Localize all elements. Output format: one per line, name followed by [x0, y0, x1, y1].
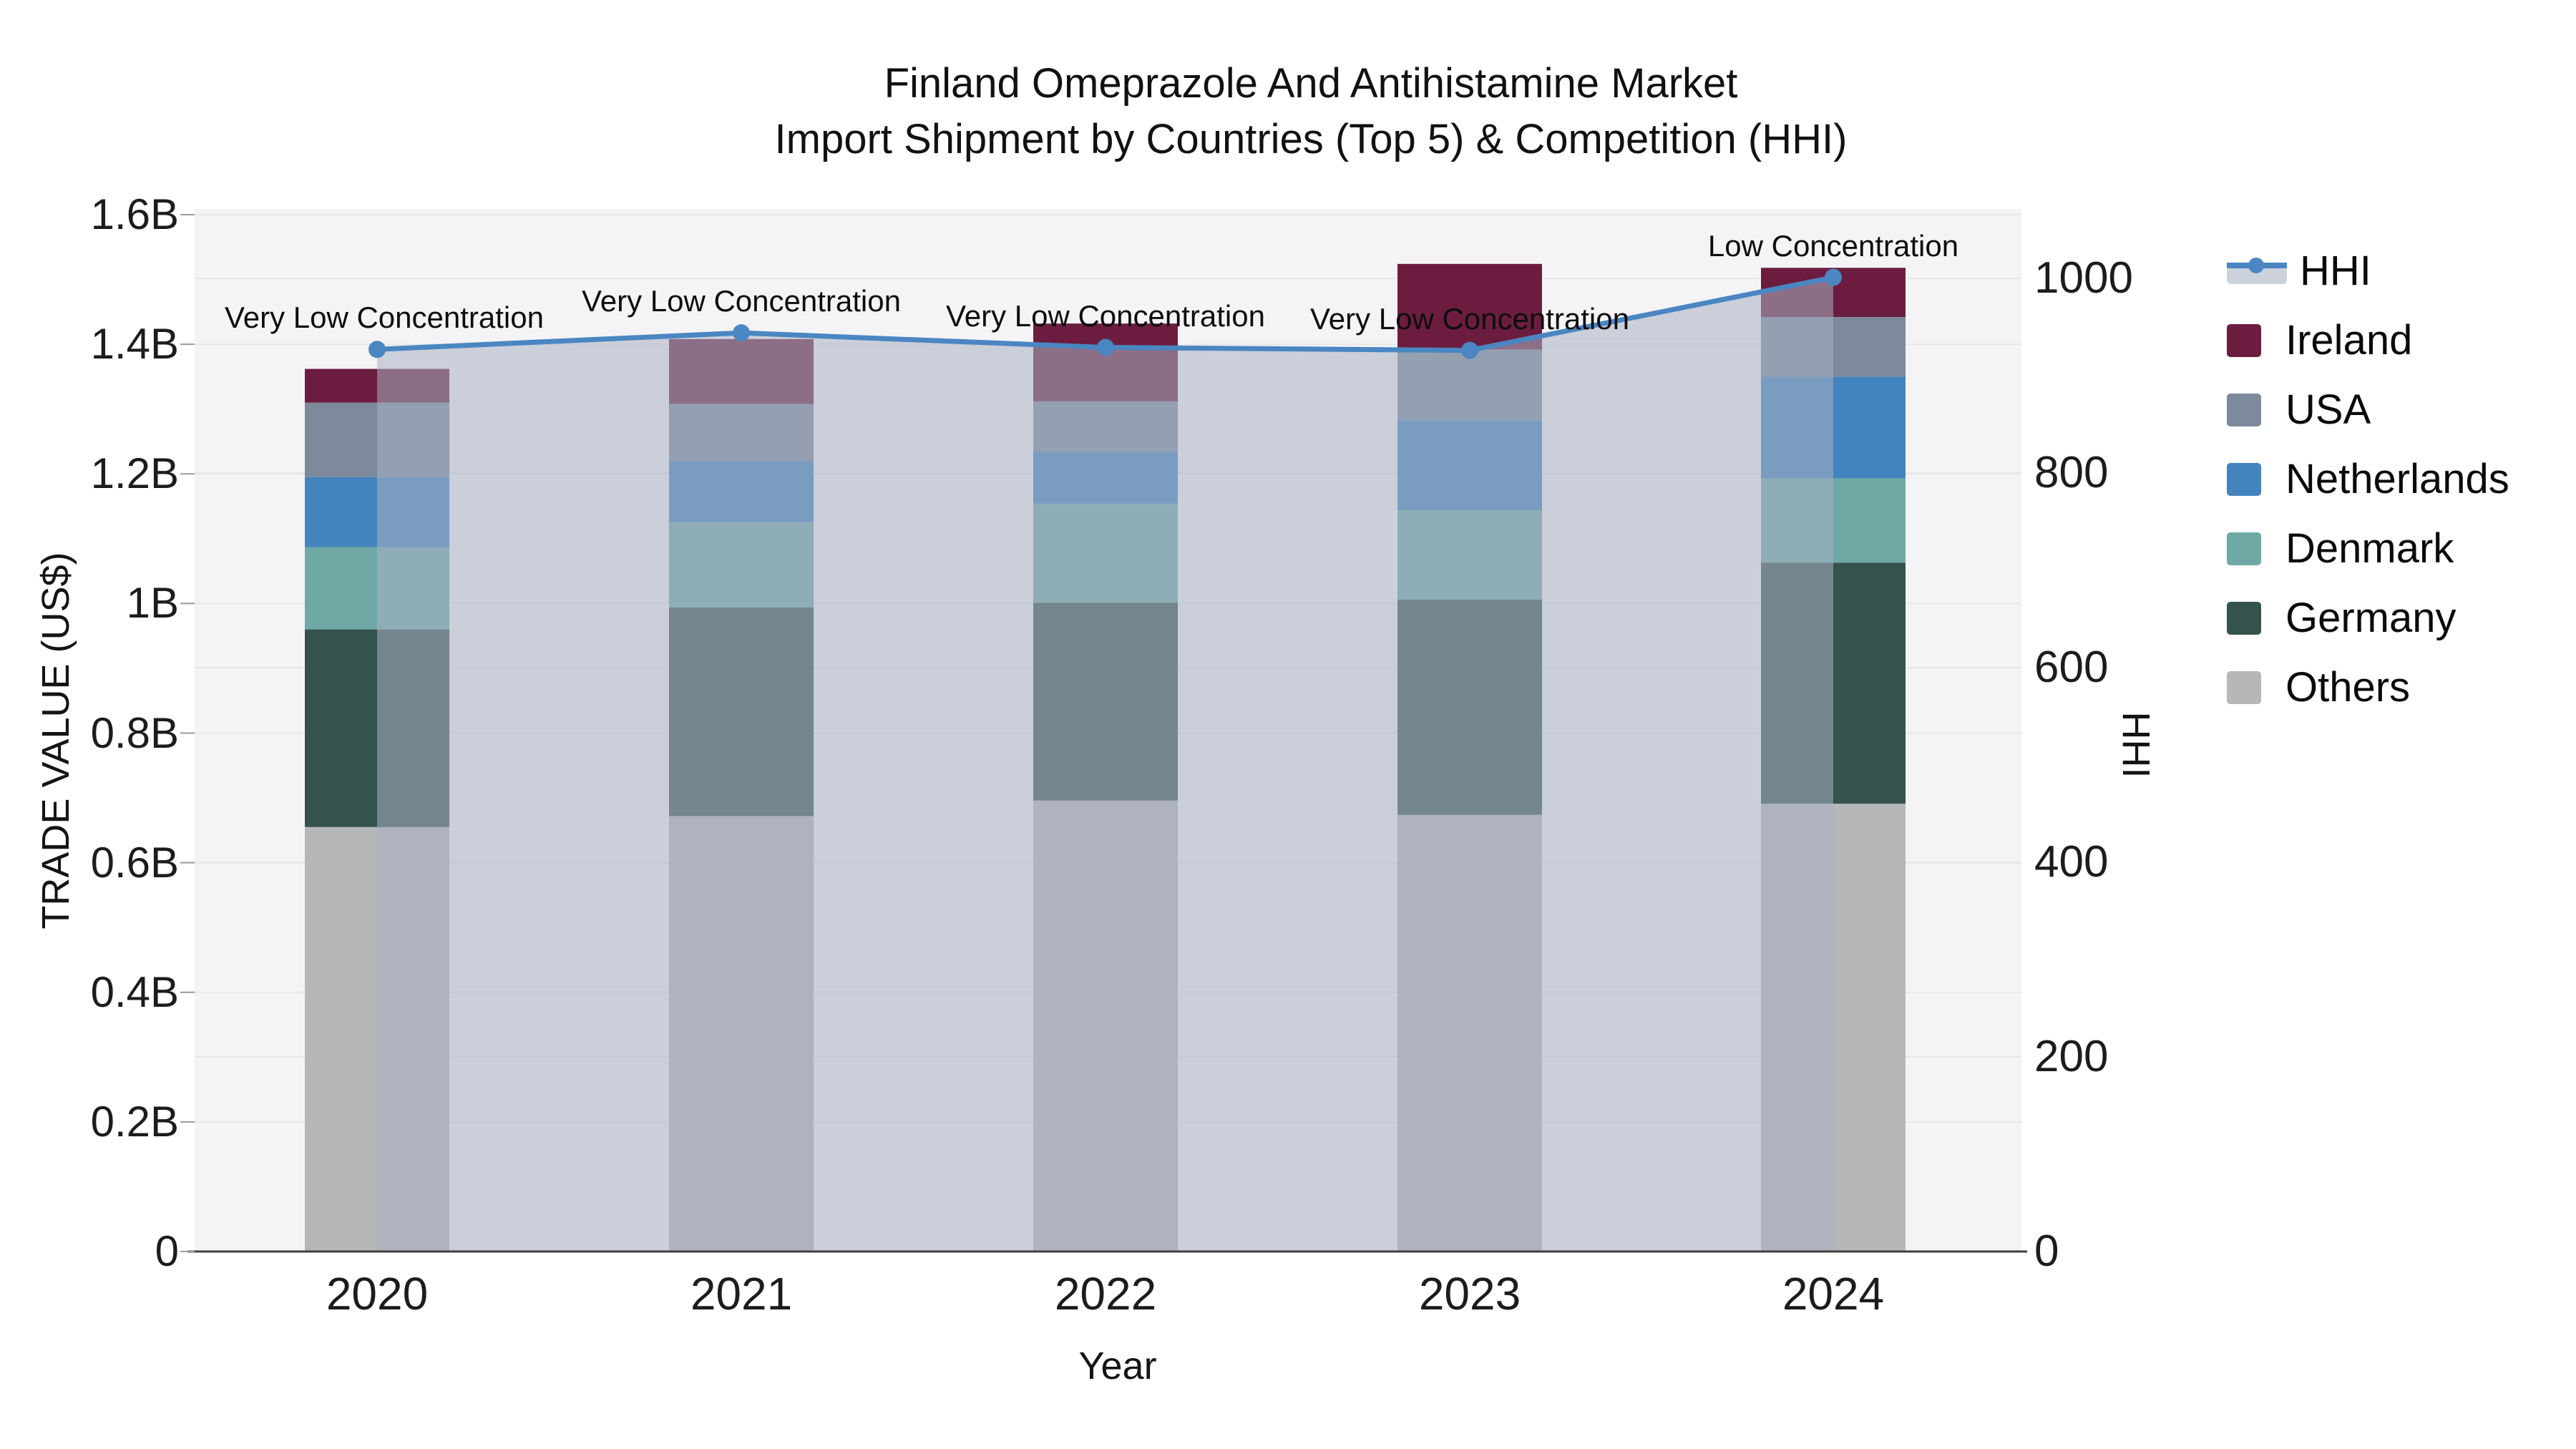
- hhi-point-2024[interactable]: [1825, 268, 1842, 286]
- y-right-tick-label: 200: [2034, 1032, 2109, 1081]
- y-left-tick-label: 0.6B: [90, 838, 179, 887]
- y-left-tick-label: 0.4B: [90, 967, 179, 1016]
- hhi-point-2021[interactable]: [733, 324, 750, 342]
- x-tick-label: 2021: [690, 1268, 793, 1319]
- germany-swatch-icon: [2227, 601, 2261, 635]
- y-right-tick-label: 800: [2034, 448, 2109, 497]
- hhi-line-icon: [2227, 254, 2287, 288]
- chart-title: Finland Omeprazole And Antihistamine Mar…: [595, 56, 2026, 167]
- others-swatch-icon: [2227, 670, 2261, 704]
- hhi-annotation: Low Concentration: [1707, 228, 1959, 263]
- legend-item-denmark[interactable]: Denmark: [2227, 514, 2509, 583]
- chart-title-line1: Finland Omeprazole And Antihistamine Mar…: [884, 60, 1738, 107]
- y-left-tick-label: 0: [155, 1227, 179, 1275]
- ireland-swatch-icon: [2227, 323, 2261, 357]
- y-right-tick-label: 1000: [2034, 253, 2133, 303]
- y-left-tick-label: 1.2B: [90, 449, 179, 498]
- legend-item-hhi[interactable]: HHI: [2227, 236, 2509, 306]
- x-tick-label: 2020: [326, 1268, 429, 1319]
- legend-label: USA: [2285, 386, 2371, 433]
- y-right-tick-label: 0: [2034, 1226, 2059, 1276]
- legend: HHI Ireland USA Netherlands Denmark Germ…: [2227, 236, 2509, 722]
- hhi-point-2020[interactable]: [369, 341, 386, 358]
- x-tick-label: 2023: [1418, 1268, 1521, 1319]
- legend-item-others[interactable]: Others: [2227, 653, 2509, 722]
- legend-label: HHI: [2300, 248, 2371, 294]
- netherlands-swatch-icon: [2227, 462, 2261, 496]
- legend-item-ireland[interactable]: Ireland: [2227, 306, 2509, 375]
- y-right-tick-label: 400: [2034, 837, 2109, 887]
- x-axis-title: Year: [1078, 1345, 1157, 1387]
- y-left-tick-label: 0.2B: [90, 1097, 179, 1146]
- y-left-tick-label: 1.4B: [90, 320, 179, 369]
- y-left-tick-label: 0.8B: [90, 708, 179, 757]
- hhi-annotation: Very Low Concentration: [582, 284, 901, 318]
- usa-swatch-icon: [2227, 393, 2261, 426]
- denmark-swatch-icon: [2227, 532, 2261, 565]
- legend-label: Denmark: [2285, 525, 2454, 572]
- legend-label: Netherlands: [2285, 456, 2509, 502]
- legend-item-netherlands[interactable]: Netherlands: [2227, 444, 2509, 514]
- chart-title-line2: Import Shipment by Countries (Top 5) & C…: [774, 116, 1848, 162]
- hhi-area: [377, 277, 1833, 1252]
- hhi-point-2023[interactable]: [1461, 341, 1478, 359]
- bar-segment-ireland-2023[interactable]: [1397, 263, 1542, 350]
- y-right-tick-label: 600: [2034, 643, 2109, 692]
- hhi-annotation: Very Low Concentration: [1310, 301, 1629, 336]
- legend-item-usa[interactable]: USA: [2227, 375, 2509, 444]
- legend-label: Germany: [2285, 595, 2457, 641]
- hhi-annotation: Very Low Concentration: [946, 298, 1265, 333]
- legend-label: Ireland: [2285, 317, 2413, 364]
- y-left-tick-label: 1B: [126, 579, 179, 628]
- x-tick-label: 2022: [1054, 1268, 1157, 1319]
- hhi-point-2022[interactable]: [1097, 338, 1114, 356]
- legend-label: Others: [2285, 664, 2411, 711]
- legend-item-germany[interactable]: Germany: [2227, 583, 2509, 653]
- y-left-tick-label: 1.6B: [90, 190, 179, 238]
- hhi-annotation: Very Low Concentration: [225, 301, 544, 335]
- x-tick-label: 2024: [1782, 1268, 1885, 1319]
